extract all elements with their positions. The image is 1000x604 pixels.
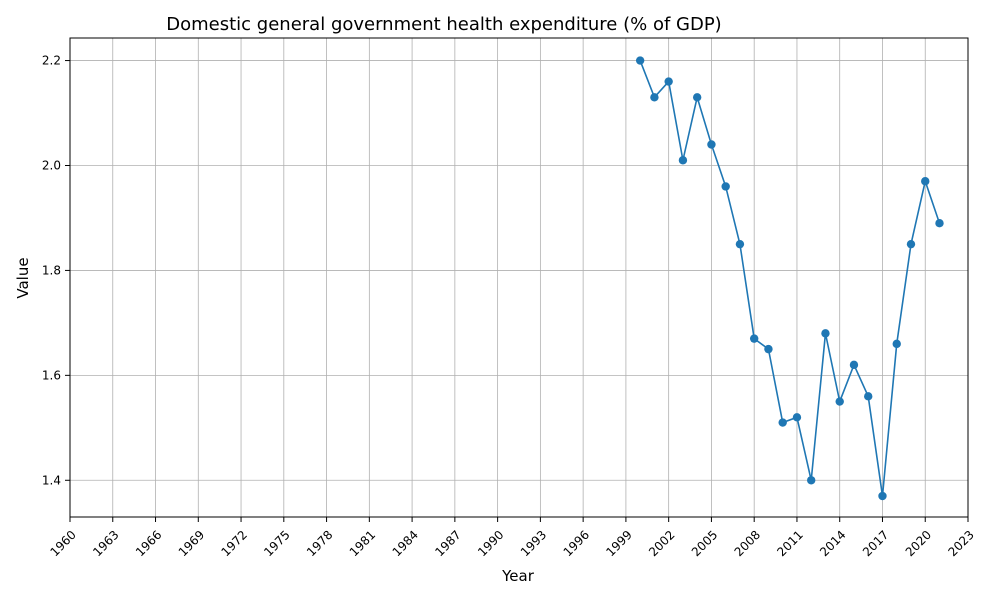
x-tick-label: 2017 xyxy=(860,528,891,559)
x-tick-label: 1960 xyxy=(47,528,78,559)
data-point xyxy=(749,334,759,343)
data-point xyxy=(878,491,887,501)
chart-title: Domestic general government health expen… xyxy=(166,14,721,35)
y-tick-label: 1.4 xyxy=(42,473,61,487)
x-tick-label: 1981 xyxy=(347,528,378,559)
x-tick-label: 1999 xyxy=(603,528,634,559)
data-point xyxy=(921,177,930,186)
data-point xyxy=(735,239,745,249)
x-tick-label: 1993 xyxy=(518,528,549,559)
x-tick-label: 1969 xyxy=(176,528,207,559)
x-tick-label: 1996 xyxy=(561,528,592,559)
x-tick-label: 2002 xyxy=(646,528,677,559)
y-axis: 1.4 1.6 1.8 2.0 2.2 xyxy=(42,54,70,487)
data-point xyxy=(635,56,645,65)
y-tick-label: 2.0 xyxy=(42,158,61,172)
data-point xyxy=(764,344,773,354)
x-tick-label: 2020 xyxy=(903,528,934,559)
x-tick-label: 2011 xyxy=(774,528,805,559)
grid xyxy=(69,38,969,517)
x-tick-label: 1963 xyxy=(90,528,121,559)
data-point xyxy=(807,476,816,485)
data-point xyxy=(835,397,844,406)
x-tick-label: 1975 xyxy=(261,528,292,559)
data-point xyxy=(849,360,859,370)
x-tick-label: 1984 xyxy=(390,528,421,559)
x-tick-label: 2005 xyxy=(689,528,720,559)
data-point xyxy=(692,93,702,102)
series-line xyxy=(639,60,941,497)
data-point xyxy=(650,93,659,102)
x-tick-label: 1966 xyxy=(133,528,164,559)
data-point xyxy=(892,339,901,349)
x-tick-label: 1972 xyxy=(218,528,249,559)
y-axis-label: Value xyxy=(14,257,32,298)
plot-frame xyxy=(69,37,969,518)
y-tick-label: 1.8 xyxy=(42,263,61,277)
data-point xyxy=(906,239,916,249)
data-point xyxy=(792,413,802,422)
data-point xyxy=(864,392,873,401)
x-tick-label: 2008 xyxy=(732,528,763,559)
data-point xyxy=(678,156,688,165)
x-tick-label: 2014 xyxy=(817,528,848,559)
y-tick-label: 2.2 xyxy=(42,54,61,68)
data-point xyxy=(778,418,787,427)
data-point xyxy=(721,182,730,191)
x-tick-label: 2023 xyxy=(945,528,976,559)
data-point xyxy=(821,329,830,338)
x-axis: 1960 1963 1966 1969 1972 1975 1978 1981 1984 1987… xyxy=(47,517,977,559)
x-tick-label: 1987 xyxy=(432,528,463,559)
data-point xyxy=(707,140,716,149)
x-tick-label: 1978 xyxy=(304,528,335,559)
data-point xyxy=(935,218,944,228)
series-layer xyxy=(635,56,944,501)
x-axis-label: Year xyxy=(501,567,535,585)
data-point xyxy=(664,77,673,86)
y-tick-label: 1.6 xyxy=(42,368,61,382)
x-tick-label: 1990 xyxy=(475,528,506,559)
